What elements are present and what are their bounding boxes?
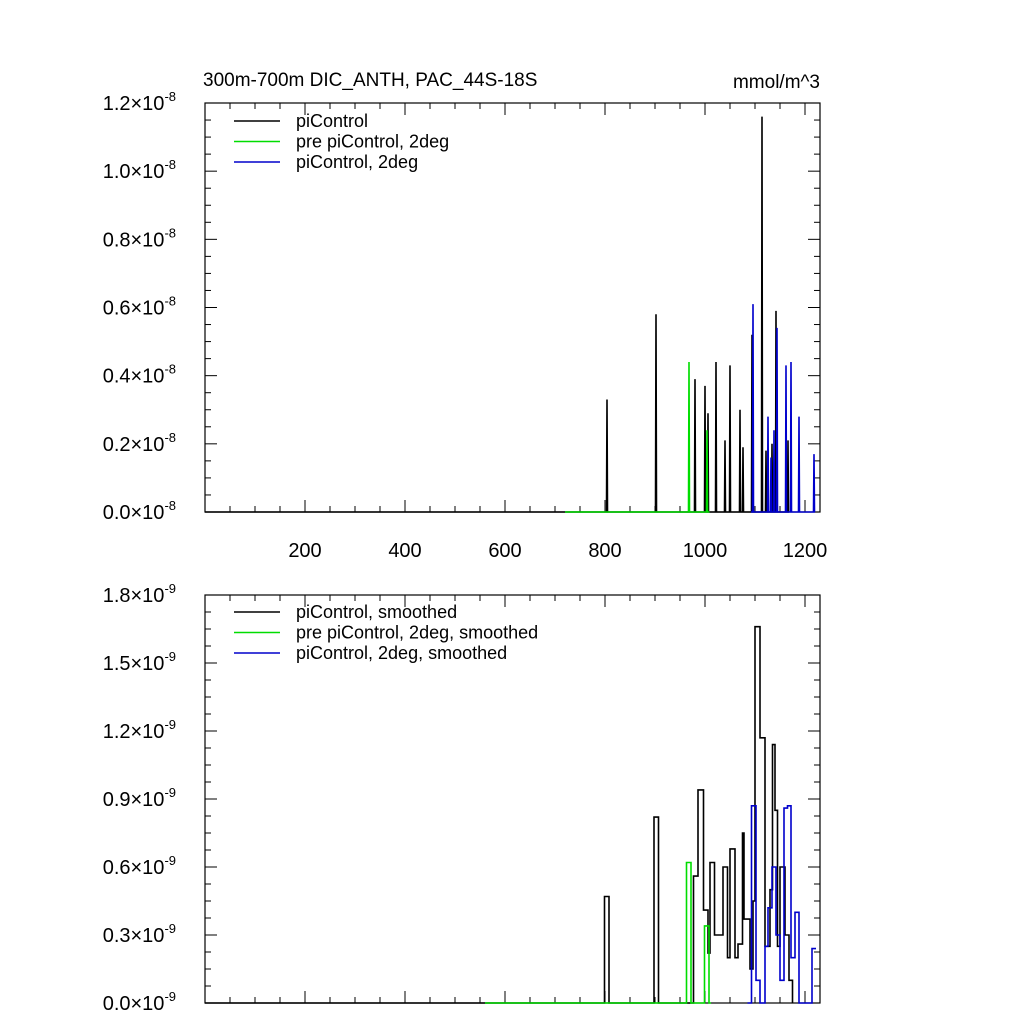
legend-label: piControl: [296, 111, 368, 131]
legend-label: piControl, 2deg, smoothed: [296, 643, 507, 663]
legend-label: piControl, smoothed: [296, 602, 457, 622]
bottom-panel: 0.0×10-9 0.3×10-9 0.6×10-9 0.9×10-9 1.2×10-9…: [103, 581, 821, 1015]
top-panel: 200 400 600 800 1000 1200 0.0×10-8 0.2×10-8 0.4×…: [103, 89, 828, 562]
legend-label: pre piControl, 2deg, smoothed: [296, 623, 538, 643]
legend-label: pre piControl, 2deg: [296, 132, 449, 152]
series-line: [747, 804, 816, 1004]
y-tick-label: 0.2×10-8: [103, 430, 176, 456]
series-line: [205, 116, 790, 513]
y-tick-label: 0.9×10-9: [103, 785, 176, 811]
y-tick-label: 1.5×10-9: [103, 649, 176, 675]
y-tick-label: 1.2×10-8: [103, 89, 176, 115]
chart-title: 300m-700m DIC_ANTH, PAC_44S-18S: [203, 70, 537, 91]
x-tick-label: 800: [588, 540, 621, 562]
y-tick-label: 0.4×10-8: [103, 362, 176, 388]
y-tick-label: 0.6×10-8: [103, 294, 176, 320]
series-line: [205, 625, 794, 1004]
y-tick-label: 1.2×10-9: [103, 717, 176, 743]
series-line: [565, 361, 710, 513]
x-tick-label: 1000: [683, 540, 728, 562]
y-tick-label: 1.0×10-8: [103, 157, 176, 183]
y-tick-label: 1.8×10-9: [103, 581, 176, 607]
y-tick-label: 0.3×10-9: [103, 921, 176, 947]
series-line: [485, 861, 711, 1004]
x-tick-label: 200: [288, 540, 321, 562]
units-label: mmol/m^3: [733, 72, 820, 93]
legend-label: piControl, 2deg: [296, 152, 418, 172]
x-tick-label: 400: [388, 540, 421, 562]
y-tick-label: 0.6×10-9: [103, 853, 176, 879]
y-tick-label: 0.0×10-9: [103, 989, 176, 1015]
y-tick-label: 0.0×10-8: [103, 498, 176, 524]
y-tick-label: 0.8×10-8: [103, 225, 176, 251]
x-tick-label: 600: [488, 540, 521, 562]
series-line: [751, 304, 816, 513]
x-tick-label: 1200: [783, 540, 828, 562]
